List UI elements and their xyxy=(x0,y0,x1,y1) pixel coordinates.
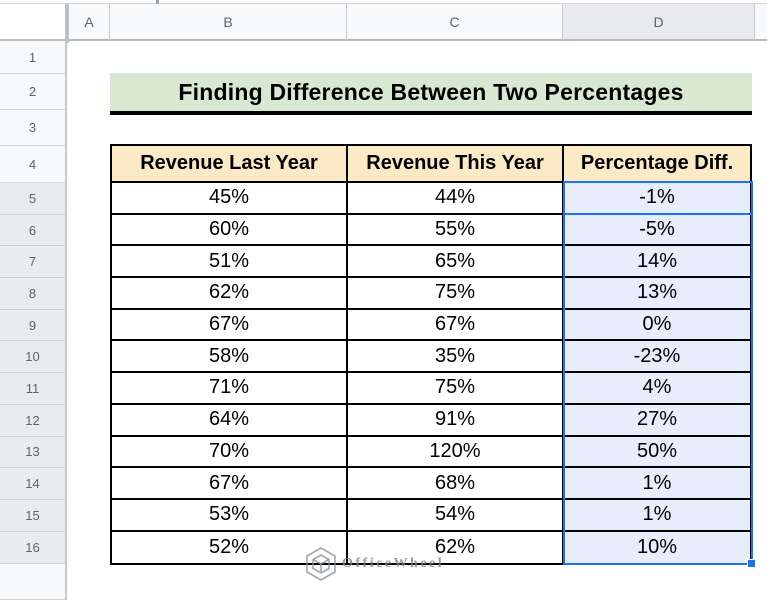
cell-d10[interactable]: -23% xyxy=(564,341,750,374)
row-header-12[interactable]: 12 xyxy=(0,404,65,437)
cell-c13[interactable]: 120% xyxy=(348,436,564,469)
data-table: Revenue Last Year Revenue This Year Perc… xyxy=(110,144,752,565)
cell-c15[interactable]: 54% xyxy=(348,499,564,532)
title-cell[interactable]: Finding Difference Between Two Percentag… xyxy=(110,73,752,115)
row-header-7[interactable]: 7 xyxy=(0,246,65,279)
table-header-revenue-this-year[interactable]: Revenue This Year xyxy=(348,146,564,183)
cell-b8[interactable]: 62% xyxy=(112,278,348,310)
cell-c10[interactable]: 35% xyxy=(348,341,564,374)
cell-c12[interactable]: 91% xyxy=(348,404,564,437)
cell-b6[interactable]: 60% xyxy=(112,214,348,247)
row-header-9[interactable]: 9 xyxy=(0,309,65,342)
cell-d6[interactable]: -5% xyxy=(564,214,750,247)
cell-b14[interactable]: 67% xyxy=(112,468,348,500)
column-header-c[interactable]: C xyxy=(347,4,563,41)
column-header-a[interactable]: A xyxy=(69,4,110,41)
fill-handle[interactable] xyxy=(747,559,756,568)
row-header-column: 1 2 3 4 5 6 7 8 9 10 11 12 13 14 15 16 xyxy=(0,41,67,600)
cell-b13[interactable]: 70% xyxy=(112,436,348,469)
table-header-percentage-diff[interactable]: Percentage Diff. xyxy=(564,146,750,183)
row-header-16[interactable]: 16 xyxy=(0,531,65,564)
row-header-17-partial[interactable] xyxy=(0,563,65,600)
cell-d13[interactable]: 50% xyxy=(564,436,750,469)
column-header-b[interactable]: B xyxy=(110,4,347,41)
cell-d7[interactable]: 14% xyxy=(564,246,750,279)
top-divider-line xyxy=(0,3,767,4)
cell-d16[interactable]: 10% xyxy=(564,531,750,563)
row-header-15[interactable]: 15 xyxy=(0,499,65,532)
cell-d12[interactable]: 27% xyxy=(564,404,750,437)
cell-b12[interactable]: 64% xyxy=(112,404,348,437)
cell-c14[interactable]: 68% xyxy=(348,468,564,500)
row-header-14[interactable]: 14 xyxy=(0,468,65,500)
cell-c5[interactable]: 44% xyxy=(348,183,564,215)
column-header-e-partial[interactable] xyxy=(755,4,767,41)
cell-c16[interactable]: 62% xyxy=(348,531,564,563)
cell-b11[interactable]: 71% xyxy=(112,373,348,405)
cell-d15[interactable]: 1% xyxy=(564,499,750,532)
cell-d11[interactable]: 4% xyxy=(564,373,750,405)
row-header-5[interactable]: 5 xyxy=(0,183,65,215)
cell-d9[interactable]: 0% xyxy=(564,309,750,342)
column-header-d[interactable]: D xyxy=(563,4,755,41)
cell-b5[interactable]: 45% xyxy=(112,183,348,215)
top-edge-tick xyxy=(156,0,159,7)
row-header-1[interactable]: 1 xyxy=(0,41,65,74)
row-header-3[interactable]: 3 xyxy=(0,110,65,146)
row-header-4[interactable]: 4 xyxy=(0,146,65,183)
row-header-11[interactable]: 11 xyxy=(0,373,65,405)
row-header-2[interactable]: 2 xyxy=(0,74,65,110)
cell-b9[interactable]: 67% xyxy=(112,309,348,342)
cell-b7[interactable]: 51% xyxy=(112,246,348,279)
cell-d14[interactable]: 1% xyxy=(564,468,750,500)
row-header-10[interactable]: 10 xyxy=(0,341,65,374)
cell-c9[interactable]: 67% xyxy=(348,309,564,342)
cell-c8[interactable]: 75% xyxy=(348,278,564,310)
cell-b15[interactable]: 53% xyxy=(112,499,348,532)
table-header-revenue-last-year[interactable]: Revenue Last Year xyxy=(112,146,348,183)
row-header-6[interactable]: 6 xyxy=(0,214,65,247)
cell-b10[interactable]: 58% xyxy=(112,341,348,374)
cell-b16[interactable]: 52% xyxy=(112,531,348,563)
cell-d8[interactable]: 13% xyxy=(564,278,750,310)
cell-c7[interactable]: 65% xyxy=(348,246,564,279)
cell-c6[interactable]: 55% xyxy=(348,214,564,247)
row-header-8[interactable]: 8 xyxy=(0,278,65,310)
select-all-corner[interactable] xyxy=(0,4,69,43)
row-header-13[interactable]: 13 xyxy=(0,436,65,469)
cell-c11[interactable]: 75% xyxy=(348,373,564,405)
cell-d5[interactable]: -1% xyxy=(564,183,750,215)
